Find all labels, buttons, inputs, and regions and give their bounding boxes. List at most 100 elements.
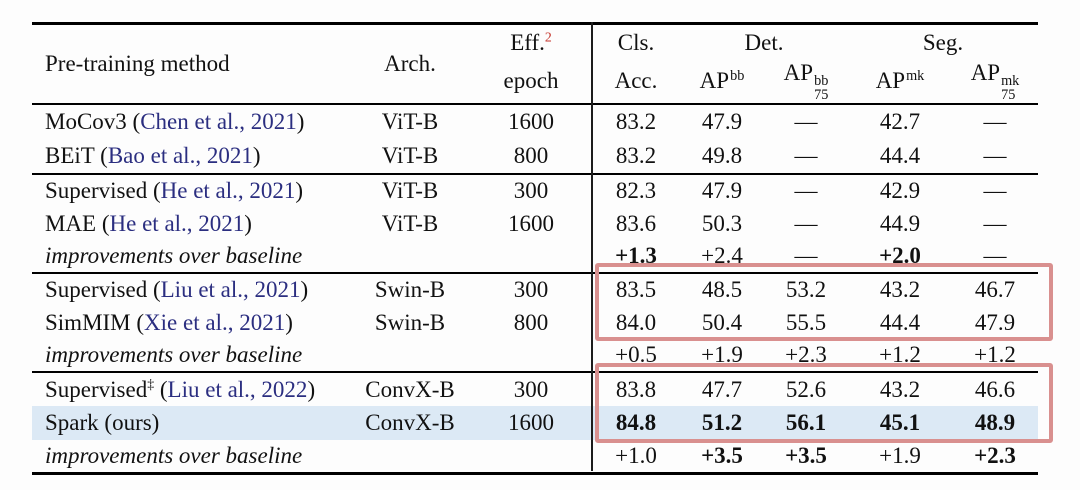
method-cell: MoCov3 (Chen et al., 2021) xyxy=(45,109,305,135)
table-row-improvements: improvements over baseline +1.3 +2.4 — +… xyxy=(32,240,1038,273)
value-cell: 46.7 xyxy=(974,277,1016,303)
value-cell: 83.2 xyxy=(615,109,657,135)
value-cell: +2.3 xyxy=(785,342,827,368)
value-cell: 47.9 xyxy=(701,178,743,204)
epoch-cell: 1600 xyxy=(508,109,554,135)
value-cell: 48.9 xyxy=(974,410,1016,436)
epoch-cell xyxy=(470,240,592,273)
value-cell: 42.9 xyxy=(879,178,921,204)
table-row-mae: MAE (He et al., 2021) ViT-B 1600 83.6 50… xyxy=(32,207,1038,240)
epoch-cell: 800 xyxy=(513,143,549,169)
value-cell: — xyxy=(983,178,1007,204)
value-cell: +2.4 xyxy=(701,243,743,269)
value-cell: 55.5 xyxy=(785,309,827,335)
value-cell: 47.9 xyxy=(974,309,1016,335)
value-cell: +1.9 xyxy=(701,342,743,368)
arch-cell xyxy=(350,240,470,273)
value-cell: +1.2 xyxy=(879,342,921,368)
value-cell: +3.5 xyxy=(785,443,827,469)
value-cell: 43.2 xyxy=(879,376,921,402)
arch-cell xyxy=(350,339,470,372)
eff-label: Eff. xyxy=(510,29,545,55)
citation-link[interactable]: Liu et al., 2021 xyxy=(160,277,301,303)
citation-link[interactable]: Chen et al., 2021 xyxy=(140,109,297,135)
epoch-cell: 800 xyxy=(513,309,549,335)
value-cell: 83.6 xyxy=(615,210,657,236)
arch-cell: ViT-B xyxy=(381,178,439,204)
section-vitb-mae: Supervised (He et al., 2021) ViT-B 300 8… xyxy=(32,173,1038,273)
section-vitb-contrastive: MoCov3 (Chen et al., 2021) ViT-B 1600 83… xyxy=(32,104,1038,174)
results-table: Pre-training method Arch. Eff.2 Cls. Det… xyxy=(32,22,1038,476)
col-header-eff: Eff.2 xyxy=(470,24,592,60)
citation-link[interactable]: Bao et al., 2021 xyxy=(107,143,253,169)
value-cell: 50.3 xyxy=(701,210,743,236)
arch-cell: Swin-B xyxy=(374,309,446,335)
citation-link[interactable]: He et al., 2021 xyxy=(109,210,245,236)
epoch-cell: 300 xyxy=(513,178,549,204)
table-row-supervised-vit: Supervised (He et al., 2021) ViT-B 300 8… xyxy=(32,174,1038,207)
header-row-1: Pre-training method Arch. Eff.2 Cls. Det… xyxy=(32,24,1038,77)
epoch-cell: 1600 xyxy=(508,410,554,436)
arch-cell: ConvX-B xyxy=(365,376,455,402)
epoch-cell: 1600 xyxy=(508,210,554,236)
table-row-spark: Spark (ours) ConvX-B 1600 84.8 51.2 56.1… xyxy=(32,405,1038,440)
table-row-supervised-swin: Supervised (Liu et al., 2021) Swin-B 300… xyxy=(32,273,1038,306)
value-cell: — xyxy=(983,243,1007,269)
citation-link[interactable]: He et al., 2021 xyxy=(160,178,296,204)
col-header-method: Pre-training method xyxy=(45,51,230,77)
citation-link[interactable]: Liu et al., 2022 xyxy=(167,376,308,402)
value-cell: 46.6 xyxy=(974,376,1016,402)
footnote-ref-2[interactable]: 2 xyxy=(544,28,552,44)
epoch-cell xyxy=(470,339,592,372)
col-header-ap-mk-75: AP mk 75 xyxy=(970,59,1020,104)
col-header-ap-mk: APmk xyxy=(875,67,925,94)
value-cell: 83.8 xyxy=(615,376,657,402)
table-header: Pre-training method Arch. Eff.2 Cls. Det… xyxy=(32,24,1038,104)
value-cell: 42.7 xyxy=(879,109,921,135)
column-divider xyxy=(591,22,593,471)
improvements-label: improvements over baseline xyxy=(45,443,303,469)
method-cell: Supervised (He et al., 2021) xyxy=(45,178,304,204)
value-cell: 83.2 xyxy=(615,143,657,169)
value-cell: +2.3 xyxy=(974,443,1016,469)
section-swin: Supervised (Liu et al., 2021) Swin-B 300… xyxy=(32,272,1038,372)
table-row-mocov3: MoCov3 (Chen et al., 2021) ViT-B 1600 83… xyxy=(32,104,1038,139)
arch-cell xyxy=(350,440,470,474)
col-header-ap-bb-75: AP bb 75 xyxy=(783,59,829,104)
method-cell: Supervised (Liu et al., 2021) xyxy=(45,277,309,303)
method-cell: SimMIM (Xie et al., 2021) xyxy=(45,309,293,335)
value-cell: +0.5 xyxy=(615,342,657,368)
value-cell: — xyxy=(794,143,818,169)
arch-cell: ViT-B xyxy=(381,210,439,236)
value-cell: 43.2 xyxy=(879,277,921,303)
arch-cell: ViT-B xyxy=(381,143,439,169)
citation-link[interactable]: Xie et al., 2021 xyxy=(144,309,286,335)
value-cell: 49.8 xyxy=(701,143,743,169)
method-cell: Spark (ours) xyxy=(45,410,160,436)
col-header-ap-bb: APbb xyxy=(699,67,745,94)
table-row-simmim: SimMIM (Xie et al., 2021) Swin-B 800 84.… xyxy=(32,306,1038,339)
value-cell: 44.9 xyxy=(879,210,921,236)
value-cell: 84.8 xyxy=(615,410,657,436)
value-cell: 44.4 xyxy=(879,143,921,169)
value-cell: +1.9 xyxy=(879,443,921,469)
value-cell: — xyxy=(794,109,818,135)
value-cell: 47.7 xyxy=(701,376,743,402)
value-cell: — xyxy=(983,210,1007,236)
value-cell: 82.3 xyxy=(615,178,657,204)
table-row-improvements: improvements over baseline +0.5 +1.9 +2.… xyxy=(32,339,1038,372)
value-cell: 45.1 xyxy=(879,410,921,436)
value-cell: — xyxy=(794,210,818,236)
footnote-ref-ddagger: ‡ xyxy=(147,375,155,391)
value-cell: 47.9 xyxy=(701,109,743,135)
value-cell: 56.1 xyxy=(785,410,827,436)
value-cell: — xyxy=(983,109,1007,135)
value-cell: — xyxy=(794,178,818,204)
method-cell: MAE (He et al., 2021) xyxy=(45,210,252,236)
arch-cell: Swin-B xyxy=(374,277,446,303)
value-cell: 52.6 xyxy=(785,376,827,402)
col-header-acc: Acc. xyxy=(614,68,658,94)
improvements-label: improvements over baseline xyxy=(45,342,303,368)
arch-cell: ViT-B xyxy=(381,109,439,135)
